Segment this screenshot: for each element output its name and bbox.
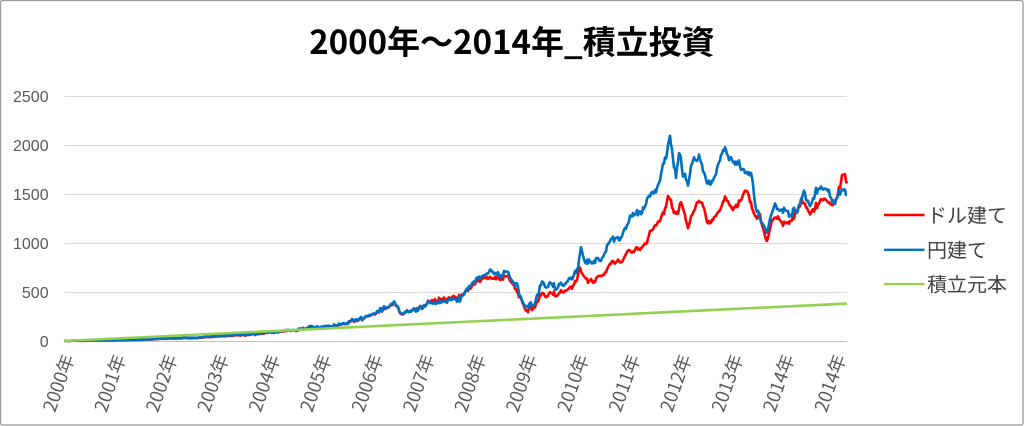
svg-text:2000: 2000 <box>13 138 49 155</box>
svg-text:0: 0 <box>40 334 49 351</box>
svg-text:500: 500 <box>22 285 49 302</box>
svg-text:2500: 2500 <box>13 89 49 106</box>
svg-text:1500: 1500 <box>13 187 49 204</box>
svg-text:1000: 1000 <box>13 236 49 253</box>
